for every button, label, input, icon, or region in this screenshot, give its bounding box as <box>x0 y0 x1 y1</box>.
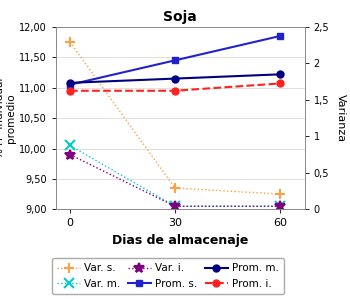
Y-axis label: Varianza: Varianza <box>336 94 346 142</box>
Title: Soja: Soja <box>163 10 197 24</box>
X-axis label: Dias de almacenaje: Dias de almacenaje <box>112 234 248 247</box>
Y-axis label: % H° individual
promedio: % H° individual promedio <box>0 78 16 158</box>
Legend: Var. s., Var. m., Var. i., Prom. s., Prom. m., Prom. i.: Var. s., Var. m., Var. i., Prom. s., Pro… <box>52 258 284 294</box>
